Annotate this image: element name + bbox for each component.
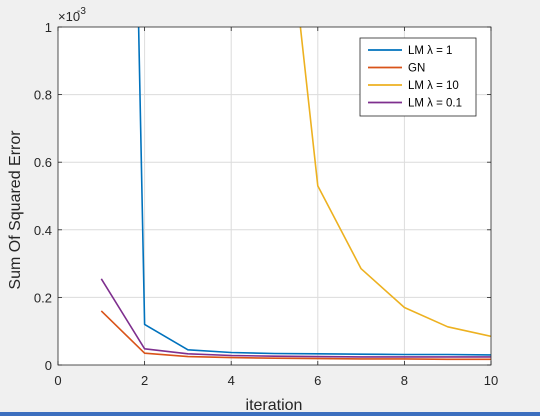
x-axis-label: iteration (246, 397, 303, 414)
legend-entry: LM λ = 1 (408, 45, 452, 57)
window-bottom-edge (0, 412, 540, 416)
series-line (100, 278, 491, 358)
y-tick-label: 0.4 (34, 223, 52, 238)
legend: LM λ = 1 GN LM λ = 10 LM λ = 0.1 (359, 37, 477, 117)
y-tick-label: 0 (45, 358, 52, 373)
y-tick-label: 0.8 (34, 88, 52, 103)
y-exponent: ×10 -3 (58, 6, 86, 24)
series-lines (100, 27, 491, 361)
ticks: 0 2 4 6 8 10 0 0.2 0.4 0.6 0.8 1 (34, 20, 498, 388)
y-tick-label: 1 (45, 20, 52, 35)
y-exponent-power: -3 (77, 6, 86, 17)
series-line (137, 27, 491, 356)
x-tick-label: 0 (54, 373, 61, 388)
x-tick-label: 10 (484, 373, 498, 388)
plot-frame (57, 26, 492, 366)
legend-entry: GN (408, 63, 425, 75)
x-tick-label: 2 (141, 373, 148, 388)
x-tick-label: 8 (401, 373, 408, 388)
y-tick-label: 0.6 (34, 155, 52, 170)
legend-entry: LM λ = 0.1 (408, 98, 462, 110)
x-tick-label: 4 (228, 373, 235, 388)
y-tick-label: 0.2 (34, 290, 52, 305)
legend-entry: LM λ = 10 (408, 80, 459, 92)
series-line (100, 310, 491, 361)
y-exponent-base: ×10 (58, 9, 80, 24)
x-tick-label: 6 (314, 373, 321, 388)
series-line (299, 27, 491, 338)
y-axis-label: Sum Of Squared Error (7, 130, 24, 290)
